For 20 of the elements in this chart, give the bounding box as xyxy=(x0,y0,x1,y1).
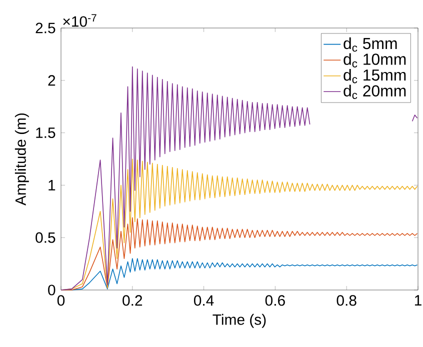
x-tick-label: 0.4 xyxy=(194,295,214,306)
x-tick-label: 0 xyxy=(57,295,65,306)
y-tick-label: 2.5 xyxy=(36,22,56,34)
text: ×10$^{-7}$ xyxy=(63,14,96,27)
y-tick-label: 0 xyxy=(48,284,56,296)
x-axis-title: Time (s) xyxy=(212,314,266,328)
x-tick-label: 0.8 xyxy=(336,295,356,306)
y-axis-title: Amplitude (m) xyxy=(14,113,29,206)
x-tick-label: 0.6 xyxy=(265,295,285,306)
x-tick-label: 0.2 xyxy=(122,295,142,306)
legend-label: d$_{c}$ 10mm xyxy=(344,53,406,68)
line-series xyxy=(60,217,418,290)
legend-label: d$_{c}$ 20mm xyxy=(344,84,406,100)
x-tick-label: 1 xyxy=(414,295,422,306)
y-tick-label: 0.5 xyxy=(36,232,56,243)
y-tick-label: 1 xyxy=(48,180,56,190)
legend-label: d$_{c}$ 15mm xyxy=(344,68,406,84)
legend-label: d$_{c}$ 5mm xyxy=(344,37,397,52)
y-tick-label: 1.5 xyxy=(36,128,56,138)
y-tick-label: 2 xyxy=(48,75,56,86)
